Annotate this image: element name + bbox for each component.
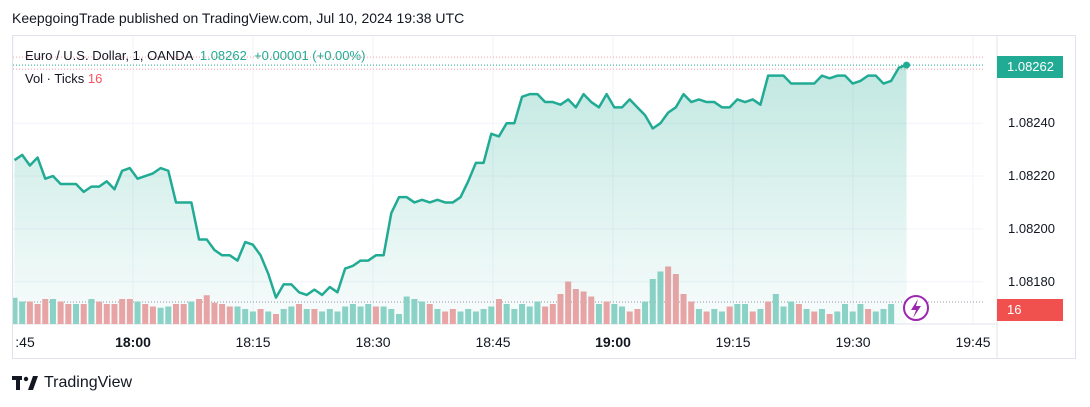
time-axis-tick: 18:45	[475, 334, 511, 350]
time-axis-tick: 19:15	[715, 334, 751, 350]
time-axis-tick: 19:30	[835, 334, 871, 350]
published-by-line: KeepgoingTrade published on TradingView.…	[12, 10, 465, 26]
price-axis-tick: 1.08240	[1008, 115, 1055, 131]
price-line-path	[13, 63, 907, 299]
symbol-legend[interactable]: Euro / U.S. Dollar, 1, OANDA 1.08262 +0.…	[25, 48, 365, 63]
price-markers	[903, 61, 929, 321]
time-axis-tick: 19:45	[955, 334, 991, 350]
last-price: 1.08262	[199, 48, 247, 63]
time-axis-tick: :45	[15, 334, 35, 350]
time-axis-tick: 18:30	[355, 334, 391, 350]
price-axis-tick: 1.08180	[1008, 273, 1055, 289]
symbol-name: Euro / U.S. Dollar, 1, OANDA	[25, 48, 193, 63]
price-chart-svg[interactable]	[13, 36, 1076, 359]
lightning-icon	[903, 295, 929, 321]
price-change: +0.00001 (+0.00%)	[254, 48, 366, 63]
volume-label: Vol · Ticks	[25, 71, 85, 86]
chart-pane[interactable]: Euro / U.S. Dollar, 1, OANDA 1.08262 +0.…	[12, 35, 1076, 359]
time-axis-tick: 19:00	[595, 334, 631, 350]
time-axis-tick: 18:15	[235, 334, 271, 350]
brand-name: TradingView	[44, 374, 133, 391]
tradingview-logo-icon	[12, 376, 38, 390]
volume-legend[interactable]: Vol · Ticks 16	[25, 71, 102, 86]
tradingview-logo: TradingView	[12, 374, 132, 392]
price-line	[13, 63, 907, 299]
volume-tag: 16	[997, 299, 1063, 321]
volume-value: 16	[87, 71, 103, 86]
time-axis-tick: 18:00	[115, 334, 151, 350]
price-area-fill	[14, 65, 907, 325]
price-area	[14, 65, 907, 325]
last-price-tag: 1.08262	[997, 56, 1063, 78]
last-price-dot	[903, 61, 911, 69]
price-axis-tick: 1.08220	[1008, 168, 1055, 184]
price-axis-tick: 1.08200	[1008, 220, 1055, 236]
